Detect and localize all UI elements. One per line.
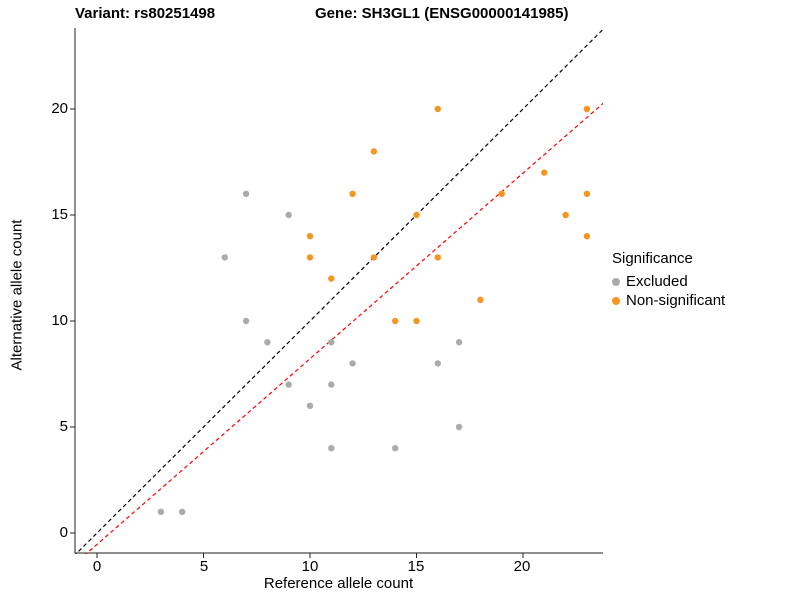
plot-title-variant: Variant: rs80251498 [75, 5, 216, 22]
regression-line [85, 102, 603, 554]
non-significant-dot-icon [612, 296, 620, 305]
plot-title: Variant: rs80251498 Gene: SH3GL1 (ENSG00… [0, 5, 800, 27]
data-point-excluded [434, 360, 441, 367]
data-point-non-significant [562, 211, 569, 219]
data-point-excluded [179, 508, 186, 515]
data-point-non-significant [328, 275, 335, 282]
y-axis-title: Alternative allele count [8, 219, 26, 371]
legend: Significance Excluded Non-significant [612, 250, 725, 311]
legend-item-label: Excluded [626, 273, 688, 290]
data-point-excluded [328, 339, 335, 346]
x-tick-label: 0 [92, 558, 102, 575]
data-point-non-significant [413, 211, 420, 219]
data-point-excluded [328, 381, 335, 388]
x-tick-label: 20 [513, 558, 531, 575]
data-point-non-significant [370, 148, 378, 155]
legend-title: Significance [612, 250, 693, 267]
x-tick-label: 10 [301, 558, 319, 575]
data-point-excluded [455, 423, 463, 431]
data-point-excluded [306, 402, 314, 409]
y-tick-label: 5 [59, 418, 68, 435]
y-tick-label: 20 [51, 100, 68, 117]
x-axis-title: Reference allele count [263, 575, 414, 592]
excluded-dot-icon [612, 277, 620, 286]
x-tick-label: 5 [199, 558, 209, 575]
data-point-non-significant [306, 233, 314, 240]
data-point-non-significant [349, 190, 356, 197]
data-point-non-significant [583, 105, 591, 113]
data-point-non-significant [434, 254, 441, 261]
data-point-excluded [392, 445, 399, 452]
data-point-non-significant [434, 105, 441, 113]
data-point-excluded [285, 211, 292, 219]
data-point-non-significant [498, 190, 505, 197]
data-point-excluded [157, 508, 165, 515]
identity-line [75, 28, 603, 554]
data-point-excluded [285, 381, 292, 388]
data-point-non-significant [477, 296, 484, 303]
data-point-excluded [455, 339, 463, 346]
x-tick-label: 15 [407, 558, 425, 575]
data-point-non-significant [583, 233, 591, 240]
legend-item-label: Non-significant [626, 292, 726, 309]
data-point-non-significant [392, 317, 399, 325]
data-point-excluded [349, 360, 356, 367]
data-point-non-significant [413, 317, 420, 325]
data-point-non-significant [306, 254, 314, 261]
data-point-excluded [221, 254, 228, 261]
data-point-non-significant [370, 254, 378, 261]
y-tick-label: 15 [51, 206, 68, 223]
data-point-non-significant [541, 169, 548, 176]
data-point-excluded [242, 190, 250, 197]
data-point-excluded [328, 445, 335, 452]
data-point-excluded [242, 317, 250, 325]
legend-item-excluded: Excluded [612, 273, 725, 290]
data-point-excluded [264, 339, 271, 346]
y-tick-label: 0 [59, 524, 68, 541]
legend-item-non-significant: Non-significant [612, 292, 725, 309]
y-tick-label: 10 [51, 312, 68, 329]
data-point-non-significant [583, 190, 591, 197]
plot-title-gene: Gene: SH3GL1 (ENSG00000141985) [315, 5, 569, 22]
